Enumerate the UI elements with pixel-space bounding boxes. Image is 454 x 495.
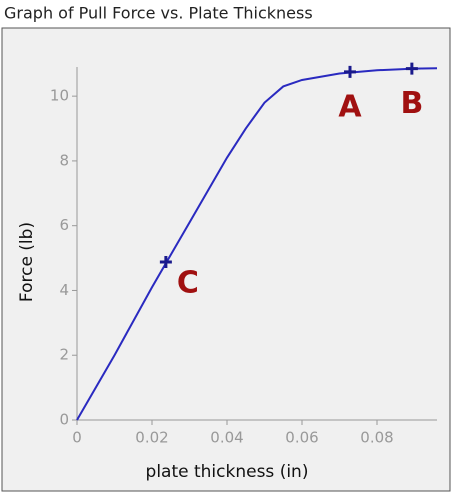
y-tick-label: 0 <box>59 411 69 429</box>
y-tick-label: 2 <box>59 346 69 364</box>
x-tick-label: 0 <box>72 429 82 447</box>
curve <box>76 67 438 421</box>
point-label: C <box>177 265 199 300</box>
x-axis-label: plate thickness (in) <box>146 462 309 482</box>
chart-title: Graph of Pull Force vs. Plate Thickness <box>4 4 313 23</box>
point-marker <box>344 65 356 78</box>
y-axis-label: Force (lb) <box>17 222 37 302</box>
x-tick-label: 0.04 <box>210 429 243 447</box>
point-label: B <box>400 86 423 121</box>
y-tick-label: 10 <box>50 87 69 105</box>
y-tick-label: 4 <box>59 281 69 299</box>
point-marker <box>159 255 172 268</box>
point-marker <box>405 62 418 75</box>
y-tick-label: 8 <box>59 151 69 169</box>
x-tick-label: 0.06 <box>285 429 318 447</box>
y-tick-label: 6 <box>59 216 69 234</box>
x-tick-label: 0.08 <box>360 429 393 447</box>
x-tick-label: 0.02 <box>135 429 168 447</box>
point-label: A <box>338 89 362 124</box>
plot-frame <box>1 27 451 492</box>
